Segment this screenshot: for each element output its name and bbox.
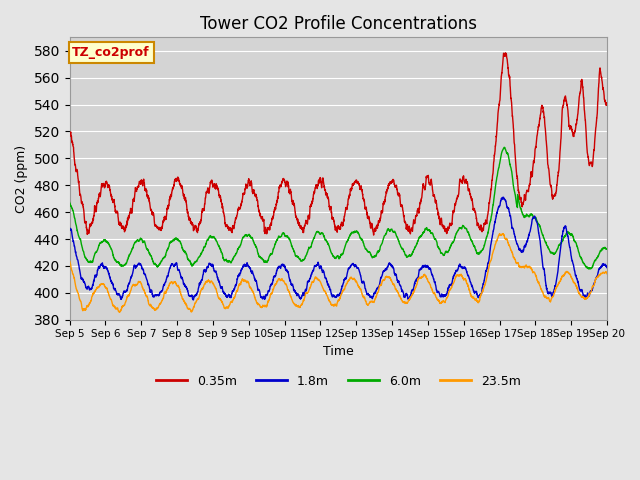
X-axis label: Time: Time: [323, 345, 354, 358]
Title: Tower CO2 Profile Concentrations: Tower CO2 Profile Concentrations: [200, 15, 477, 33]
Text: TZ_co2prof: TZ_co2prof: [72, 46, 150, 59]
Legend: 0.35m, 1.8m, 6.0m, 23.5m: 0.35m, 1.8m, 6.0m, 23.5m: [151, 370, 526, 393]
Y-axis label: CO2 (ppm): CO2 (ppm): [15, 144, 28, 213]
